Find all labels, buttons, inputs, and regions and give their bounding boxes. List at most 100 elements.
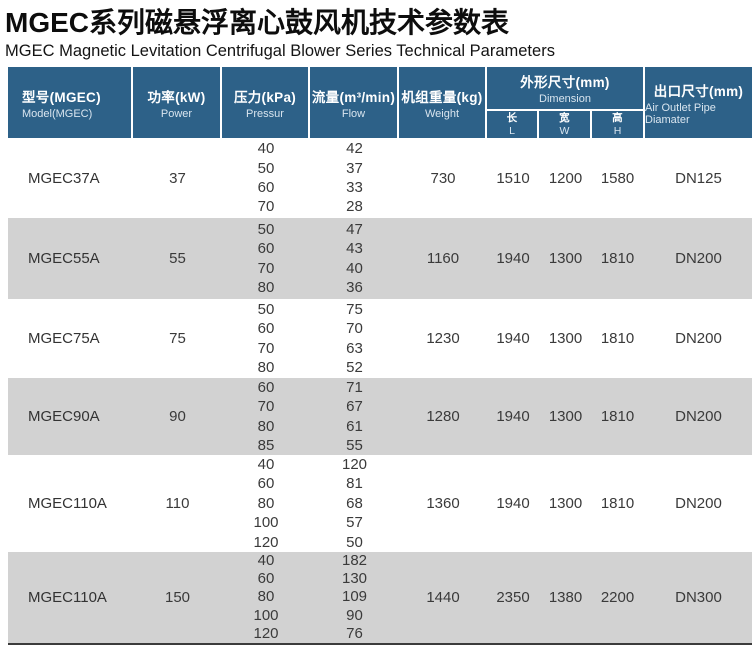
header-width-zh: 宽 xyxy=(559,112,570,124)
page-subtitle: MGEC Magnetic Levitation Centrifugal Blo… xyxy=(5,42,555,60)
pressure-value: 50 xyxy=(257,159,275,177)
header-cell-dimension: 外形尺寸(mm) Dimension 长 L 宽 W 高 H xyxy=(487,67,645,138)
dimension-cells: 1940 1300 1810 xyxy=(487,408,645,425)
pressure-cell: 50 60 70 80 xyxy=(222,220,310,298)
flow-cell: 42 37 33 28 xyxy=(310,139,399,217)
model-cell: MGEC75A xyxy=(28,330,100,347)
flow-value: 42 xyxy=(346,140,363,158)
header-dimension-en: Dimension xyxy=(539,93,591,105)
flow-value: 182 xyxy=(341,552,368,569)
model-cell: MGEC55A xyxy=(28,250,100,267)
pressure-value: 40 xyxy=(257,552,275,569)
flow-value: 75 xyxy=(346,300,363,318)
width-cell: 1300 xyxy=(548,250,583,267)
dimension-cells: 2350 1380 2200 xyxy=(487,589,645,606)
flow-value: 90 xyxy=(346,606,363,624)
header-cell-power: 功率(kW) Power xyxy=(133,67,222,138)
header-power-zh: 功率(kW) xyxy=(147,89,206,105)
flow-value: 40 xyxy=(346,259,363,277)
pressure-value: 60 xyxy=(257,379,275,396)
pressure-value: 50 xyxy=(257,300,275,318)
flow-value: 67 xyxy=(346,398,363,416)
header-model-zh: 型号(MGEC) xyxy=(22,89,101,105)
table-row: MGEC37A 37 40 50 60 70 42 37 33 28 730 1… xyxy=(8,138,752,218)
header-height-en: H xyxy=(613,125,622,137)
pressure-value: 70 xyxy=(257,198,275,216)
header-length-zh: 长 xyxy=(506,112,518,124)
model-cell: MGEC110A xyxy=(28,589,107,606)
pressure-value: 120 xyxy=(253,624,279,642)
flow-value: 71 xyxy=(346,379,363,396)
flow-value: 33 xyxy=(346,179,363,196)
dimension-cells: 1510 1200 1580 xyxy=(487,170,645,187)
flow-value: 68 xyxy=(346,494,363,512)
flow-value: 70 xyxy=(346,320,363,338)
outlet-cell: DN200 xyxy=(675,408,722,426)
height-cell: 1580 xyxy=(600,169,635,187)
width-cell: 1300 xyxy=(548,330,583,347)
pressure-value: 100 xyxy=(253,514,279,532)
height-cell: 1810 xyxy=(600,330,635,347)
header-outlet-zh: 出口尺寸(mm) xyxy=(653,83,744,99)
pressure-value: 60 xyxy=(257,240,275,258)
table-row: MGEC55A 55 50 60 70 80 47 43 40 36 1160 … xyxy=(8,218,752,299)
pressure-cell: 50 60 70 80 xyxy=(222,300,310,378)
pressure-value: 60 xyxy=(257,475,275,493)
header-cell-weight: 机组重量(kg) Weight xyxy=(399,67,487,138)
outlet-cell: DN125 xyxy=(675,169,722,187)
header-cell-outlet: 出口尺寸(mm) Air Outlet Pipe Diamater xyxy=(645,67,752,138)
length-cell: 1940 xyxy=(496,330,530,347)
table-row: MGEC75A 75 50 60 70 80 75 70 63 52 1230 … xyxy=(8,299,752,378)
pressure-value: 85 xyxy=(257,437,275,455)
outlet-cell: DN200 xyxy=(675,250,722,267)
header-model-en: Model(MGEC) xyxy=(22,107,93,120)
flow-value: 81 xyxy=(346,475,363,493)
document-header: MGEC系列磁悬浮离心鼓风机技术参数表 MGEC Magnetic Levita… xyxy=(0,0,756,67)
header-cell-model: 型号(MGEC) Model(MGEC) xyxy=(8,67,133,138)
weight-cell: 1360 xyxy=(426,495,460,513)
weight-cell: 1230 xyxy=(426,330,460,347)
height-cell: 1810 xyxy=(600,408,635,426)
length-cell: 1510 xyxy=(496,169,530,187)
dimension-cells: 1940 1300 1810 xyxy=(487,330,645,347)
header-weight-en: Weight xyxy=(424,107,460,120)
flow-value: 76 xyxy=(346,624,363,642)
header-flow-zh: 流量(m³/min) xyxy=(311,89,396,105)
power-cell: 55 xyxy=(169,250,186,267)
table-body: MGEC37A 37 40 50 60 70 42 37 33 28 730 1… xyxy=(8,138,752,643)
flow-cell: 47 43 40 36 xyxy=(310,220,399,298)
parameters-table: 型号(MGEC) Model(MGEC) 功率(kW) Power 压力(kPa… xyxy=(8,67,752,645)
width-cell: 1300 xyxy=(548,408,583,426)
flow-value: 63 xyxy=(346,339,363,357)
page-title: MGEC系列磁悬浮离心鼓风机技术参数表 xyxy=(5,7,510,38)
height-cell: 1810 xyxy=(600,250,635,267)
header-pressure-en: Pressur xyxy=(246,107,284,120)
model-cell: MGEC110A xyxy=(28,495,107,513)
pressure-value: 80 xyxy=(257,278,275,296)
flow-value: 61 xyxy=(346,417,363,435)
height-cell: 2200 xyxy=(600,589,635,606)
header-height-zh: 高 xyxy=(612,112,623,124)
header-pressure-zh: 压力(kPa) xyxy=(233,89,297,105)
power-cell: 150 xyxy=(164,589,191,606)
width-cell: 1300 xyxy=(548,495,583,513)
header-cell-length: 长 L xyxy=(487,111,539,138)
flow-value: 109 xyxy=(341,588,368,606)
pressure-value: 100 xyxy=(253,606,279,624)
weight-cell: 1440 xyxy=(426,589,460,606)
pressure-value: 70 xyxy=(257,398,275,416)
pressure-cell: 60 70 80 85 xyxy=(222,378,310,456)
model-cell: MGEC37A xyxy=(28,169,100,187)
weight-cell: 1280 xyxy=(426,408,460,426)
height-cell: 1810 xyxy=(600,495,635,513)
table-header: 型号(MGEC) Model(MGEC) 功率(kW) Power 压力(kPa… xyxy=(8,67,752,138)
width-cell: 1380 xyxy=(548,589,583,606)
flow-value: 43 xyxy=(346,240,363,258)
flow-value: 130 xyxy=(341,570,368,588)
flow-cell: 120 81 68 57 50 xyxy=(310,455,399,552)
header-cell-width: 宽 W xyxy=(539,111,592,138)
header-dimension-subrow: 长 L 宽 W 高 H xyxy=(487,111,643,138)
power-cell: 90 xyxy=(169,408,186,426)
pressure-value: 50 xyxy=(257,220,275,238)
